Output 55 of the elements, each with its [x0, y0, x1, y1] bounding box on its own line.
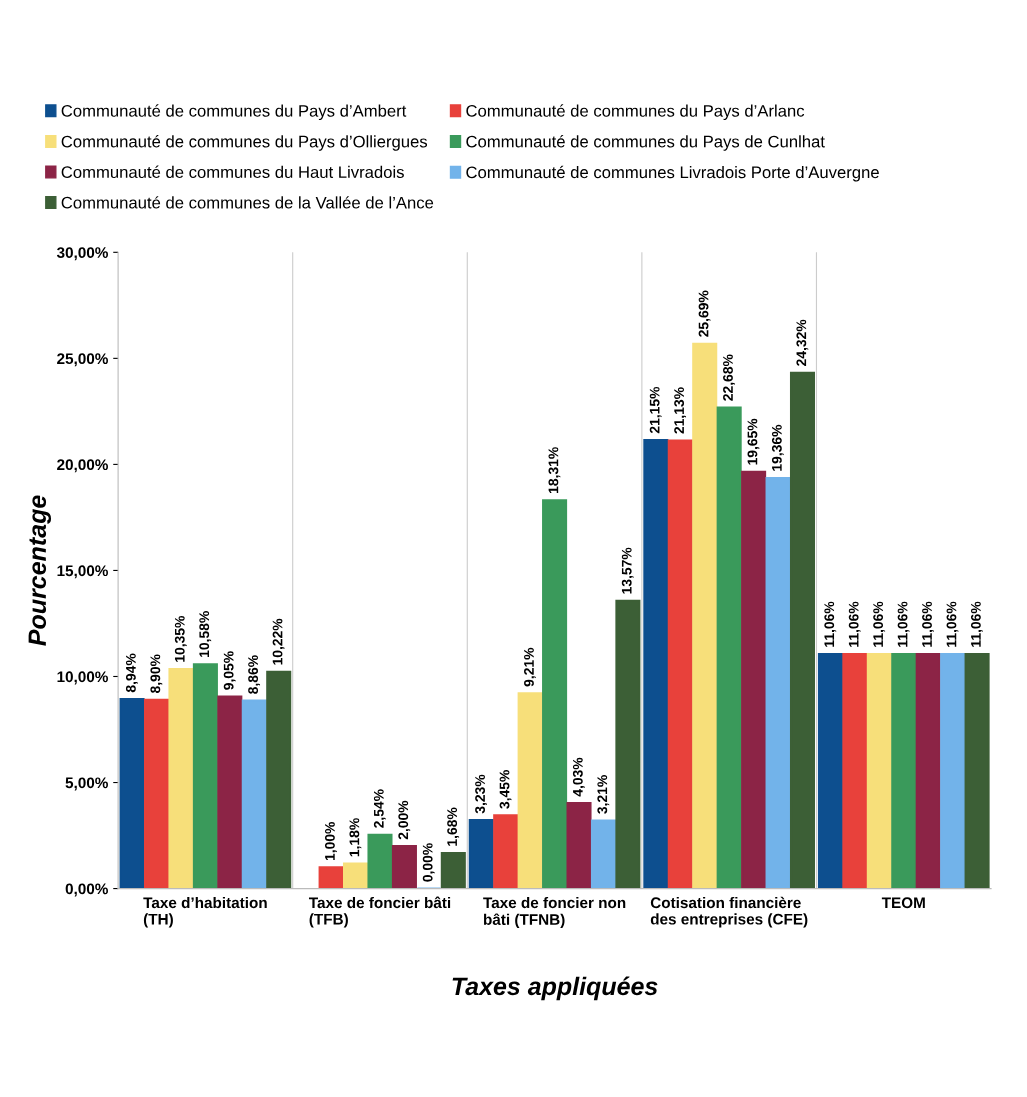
x-tick-label: TEOM	[881, 897, 925, 909]
data-label: 2,00%	[398, 800, 411, 840]
data-label: 8,94%	[125, 653, 138, 693]
data-label: 3,23%	[475, 774, 487, 814]
data-label: 19,36%	[771, 424, 784, 471]
legend-label: Communauté de communes du Pays d’Ambert	[61, 104, 407, 121]
data-label: 11,06%	[824, 601, 837, 647]
y-tick-label: 15,00%	[57, 565, 108, 579]
y-tick-label: 5,00%	[65, 777, 108, 791]
data-label: 0,00%	[422, 843, 435, 882]
x-tick-label: Cotisation financière des entreprises (CFE)	[650, 896, 808, 928]
data-label: 13,57%	[621, 547, 634, 594]
data-label: 1,18%	[349, 818, 362, 857]
data-label: 1,00%	[325, 821, 337, 861]
data-label: 11,06%	[922, 601, 934, 647]
data-label: 9,21%	[524, 647, 536, 687]
data-label: 2,54%	[373, 789, 386, 828]
y-axis-title: Pourcentage	[28, 495, 52, 646]
legend-label: Communauté de communes de la Vallée de l’Ance	[61, 196, 434, 209]
legend-label: Communauté de communes du Pays d’Olliergues	[61, 135, 428, 151]
x-tick-label: Taxe de foncier non bâti (TFNB)	[483, 896, 626, 928]
data-label: 11,06%	[873, 601, 886, 647]
legend-label: Communauté de communes du Pays de Cunlhat	[466, 135, 825, 151]
legend-label: Communauté de communes du Haut Livradois	[61, 165, 404, 179]
data-label: 8,90%	[150, 654, 163, 694]
data-label: 18,31%	[548, 447, 561, 493]
data-label: 10,22%	[272, 618, 285, 665]
data-label: 11,06%	[970, 601, 983, 647]
x-tick-label: Taxe d’habitation (TH)	[143, 896, 267, 928]
data-label: 4,03%	[572, 757, 585, 797]
data-label: 25,69%	[698, 290, 711, 337]
data-label: 19,65%	[747, 418, 760, 465]
x-tick-label: Taxe de foncier bâti (TFB)	[308, 896, 451, 928]
data-label: 10,58%	[199, 611, 212, 657]
data-label: 9,05%	[223, 651, 236, 690]
data-label: 21,15%	[649, 386, 662, 434]
data-label: 24,32%	[796, 319, 809, 366]
data-label: 3,21%	[597, 775, 610, 814]
data-label: 3,45%	[499, 770, 512, 809]
data-label: 21,13%	[674, 387, 687, 434]
data-label: 8,86%	[248, 655, 261, 694]
y-tick-label: 20,00%	[57, 459, 108, 473]
data-label: 11,06%	[897, 601, 910, 647]
data-label: 11,06%	[946, 601, 959, 647]
data-label: 1,68%	[447, 807, 460, 846]
data-label: 10,35%	[174, 615, 187, 662]
y-tick-label: 25,00%	[57, 353, 108, 367]
legend-label: Communauté de communes du Pays d’Arlanc	[466, 104, 805, 121]
x-axis-title: Taxes appliquées	[452, 976, 658, 1001]
data-label: 11,06%	[848, 601, 861, 647]
data-label: 22,68%	[723, 354, 735, 401]
legend-label: Communauté de communes Livradois Porte d’Auvergne	[466, 165, 879, 182]
y-tick-label: 30,00%	[56, 247, 108, 261]
y-tick-label: 0,00%	[65, 883, 108, 897]
y-tick-label: 10,00%	[57, 671, 108, 685]
